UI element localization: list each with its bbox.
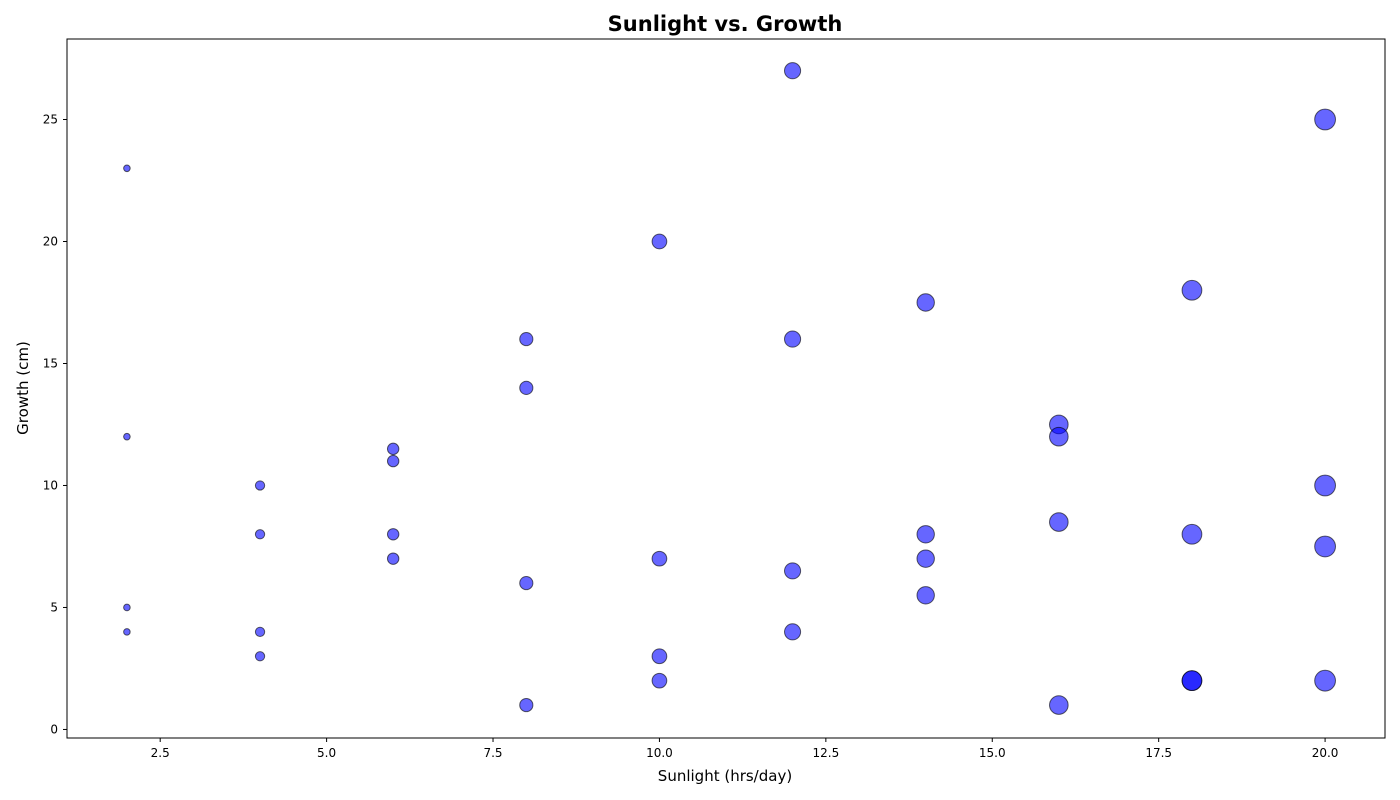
- data-point: [123, 432, 131, 441]
- x-tick-label: 15.0: [979, 746, 1006, 760]
- data-point: [651, 648, 668, 665]
- x-tick-label: 5.0: [317, 746, 336, 760]
- data-point: [123, 628, 131, 636]
- data-point: [519, 380, 534, 395]
- data-point: [1049, 512, 1069, 532]
- data-point: [519, 332, 534, 347]
- data-point: [1181, 279, 1203, 301]
- y-tick-label: 15: [43, 356, 58, 370]
- y-tick-label: 25: [43, 113, 58, 127]
- data-point: [1314, 669, 1336, 692]
- data-point: [1181, 523, 1203, 545]
- chart-title: Sunlight vs. Growth: [608, 12, 843, 36]
- y-tick-label: 0: [50, 722, 58, 736]
- x-axis-label: Sunlight (hrs/day): [658, 767, 792, 785]
- data-point: [254, 529, 266, 540]
- x-tick-label: 2.5: [151, 746, 170, 760]
- data-point: [386, 454, 400, 468]
- data-point: [784, 562, 802, 580]
- data-point: [784, 62, 802, 80]
- data-point: [254, 480, 266, 491]
- x-tick-label: 10.0: [646, 746, 673, 760]
- data-point: [1049, 695, 1069, 715]
- data-point: [916, 293, 935, 312]
- data-point: [651, 233, 668, 250]
- data-point: [386, 552, 400, 565]
- data-point: [1181, 670, 1203, 692]
- data-point: [123, 164, 131, 173]
- data-point: [916, 586, 935, 605]
- data-point: [519, 697, 534, 713]
- y-tick-label: 10: [43, 478, 58, 492]
- data-point: [784, 623, 802, 641]
- x-tick-label: 7.5: [483, 746, 502, 760]
- data-points: [123, 62, 1336, 715]
- data-point: [916, 525, 935, 544]
- data-point: [386, 442, 400, 456]
- data-point: [254, 651, 266, 662]
- data-point: [651, 550, 668, 567]
- data-point: [651, 672, 668, 689]
- data-point: [1314, 474, 1336, 497]
- y-tick-label: 20: [43, 235, 58, 249]
- data-point: [1314, 535, 1336, 558]
- data-point: [1049, 426, 1069, 447]
- y-tick-label: 5: [50, 600, 58, 614]
- data-point: [519, 575, 534, 591]
- x-tick-label: 17.5: [1145, 746, 1172, 760]
- data-point: [386, 528, 400, 541]
- data-point: [254, 626, 266, 638]
- data-point: [123, 603, 131, 612]
- x-tick-label: 20.0: [1312, 746, 1339, 760]
- data-point: [1314, 108, 1336, 131]
- y-axis: 0 5 10 15 20 25: [43, 113, 67, 736]
- data-point: [784, 330, 802, 348]
- data-point: [916, 549, 935, 568]
- y-axis-label: Growth (cm): [14, 341, 32, 435]
- plot-frame: [66, 38, 1386, 739]
- x-tick-label: 12.5: [812, 746, 839, 760]
- x-axis: 2.5 5.0 7.5 10.0 12.5 15.0 17.5 20.0: [151, 738, 1339, 760]
